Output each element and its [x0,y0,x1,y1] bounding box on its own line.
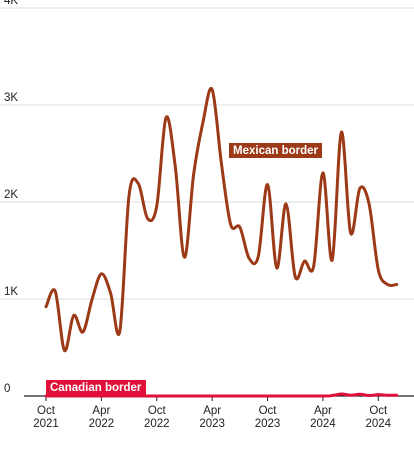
series-lines [44,86,399,398]
x-tick-label: 2022 [89,418,115,430]
gridlines [0,7,414,300]
x-tick-label: Apr [314,405,332,417]
x-tick-label: 2023 [199,418,225,430]
series-line-mexican-border [44,86,399,352]
x-axis: Oct2021Apr2022Oct2022Apr2023Oct2023Apr20… [24,395,414,430]
y-tick-label: 4K [4,0,18,7]
series-label-canadian-border-text: Canadian border [50,382,142,394]
x-tick-label: 2024 [310,418,336,430]
y-tick-label: 2K [4,189,18,201]
x-tick-label: 2023 [255,418,281,430]
x-tick-label: 2022 [144,418,170,430]
series-label-mexican-border-box [229,143,322,158]
y-tick-label: 3K [4,92,18,104]
series-label-mexican-border: Mexican border [229,143,322,158]
x-tick-label: Apr [203,405,221,417]
x-tick-label: Apr [92,405,110,417]
series-line-canadian-border [44,392,399,398]
x-tick-label: Oct [148,405,167,417]
x-tick-label: 2021 [33,418,59,430]
series-label-canadian-border: Canadian border [46,380,146,395]
series-label-canadian-border-box [46,380,146,395]
y-tick-label: 1K [4,286,18,298]
y-tick-label: 0 [4,383,10,395]
x-tick-label: Oct [369,405,388,417]
x-tick-label: 2024 [366,418,392,430]
x-tick-label: Oct [259,405,278,417]
x-tick-label: Oct [37,405,56,417]
series-labels: Mexican border Canadian border [46,143,322,395]
y-axis: 0 1K 2K 3K 4K [4,0,18,395]
series-label-mexican-border-text: Mexican border [233,145,319,157]
